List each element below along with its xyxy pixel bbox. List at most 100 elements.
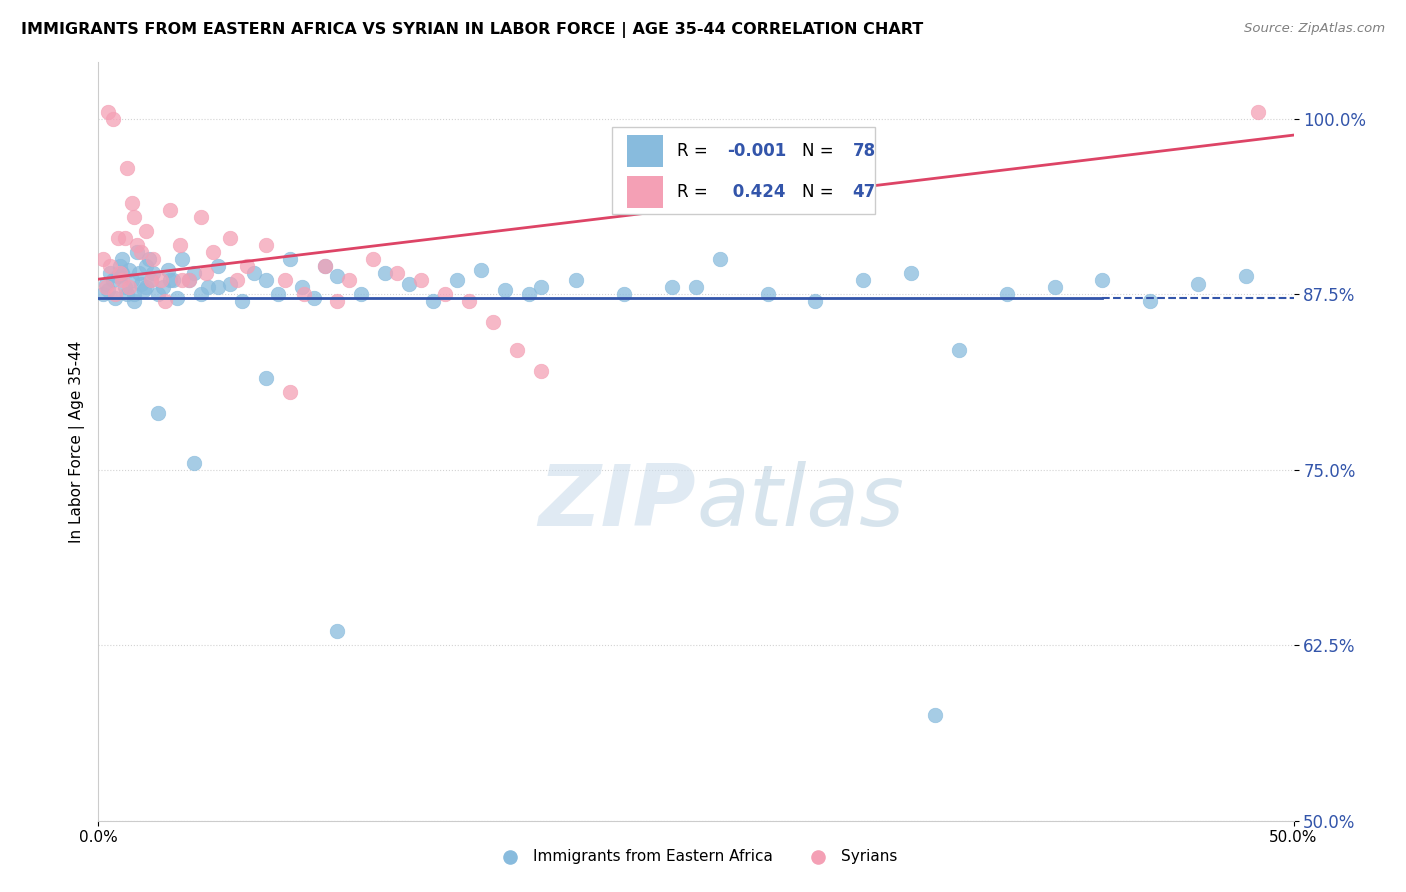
- Point: [132, 283, 155, 297]
- Point: [111, 252, 134, 266]
- Point: [374, 266, 396, 280]
- Point: [111, 266, 134, 280]
- Point: [138, 252, 160, 266]
- Point: [190, 287, 212, 301]
- Point: [142, 266, 165, 280]
- Point: [315, 259, 337, 273]
- Point: [135, 280, 157, 294]
- Point: [517, 287, 540, 301]
- Point: [118, 280, 141, 294]
- Point: [292, 287, 315, 301]
- Point: [128, 266, 150, 280]
- Point: [148, 287, 170, 301]
- Point: [219, 231, 242, 245]
- Point: [202, 244, 225, 259]
- Point: [278, 252, 301, 266]
- Point: [172, 252, 194, 266]
- Point: [183, 266, 205, 280]
- Point: [231, 294, 253, 309]
- Point: [124, 287, 146, 301]
- Point: [852, 273, 875, 287]
- Point: [350, 287, 373, 301]
- Point: [197, 280, 219, 294]
- Legend: Immigrants from Eastern Africa, Syrians: Immigrants from Eastern Africa, Syrians: [488, 843, 904, 870]
- Point: [804, 294, 827, 309]
- Point: [114, 231, 136, 245]
- Point: [159, 202, 181, 217]
- Point: [326, 294, 349, 309]
- Point: [219, 277, 242, 292]
- Point: [156, 263, 179, 277]
- Point: [118, 263, 141, 277]
- Point: [434, 287, 457, 301]
- Point: [613, 287, 636, 301]
- Point: [291, 280, 314, 294]
- Point: [661, 280, 683, 294]
- Point: [114, 280, 136, 294]
- Y-axis label: In Labor Force | Age 35-44: In Labor Force | Age 35-44: [69, 341, 84, 542]
- Text: 47: 47: [852, 183, 876, 202]
- Point: [254, 371, 277, 385]
- Point: [458, 294, 481, 309]
- Point: [226, 273, 249, 287]
- Point: [385, 266, 409, 280]
- Point: [115, 161, 138, 175]
- Point: [207, 259, 229, 273]
- Point: [207, 280, 229, 294]
- Point: [190, 210, 212, 224]
- Point: [274, 273, 297, 287]
- Point: [315, 259, 337, 273]
- Point: [97, 104, 120, 119]
- Point: [183, 456, 205, 470]
- Point: [108, 259, 131, 273]
- Point: [142, 252, 165, 266]
- Point: [166, 291, 188, 305]
- Point: [995, 287, 1018, 301]
- Point: [530, 280, 553, 294]
- Point: [506, 343, 529, 358]
- Point: [530, 364, 553, 378]
- Point: [169, 238, 191, 252]
- Point: [326, 268, 349, 283]
- Point: [94, 277, 117, 292]
- Point: [125, 238, 148, 252]
- FancyBboxPatch shape: [627, 136, 662, 167]
- Point: [111, 273, 134, 287]
- Point: [195, 266, 218, 280]
- Point: [172, 273, 194, 287]
- Point: [756, 287, 779, 301]
- Point: [179, 273, 201, 287]
- Point: [121, 195, 143, 210]
- Point: [1139, 294, 1161, 309]
- Point: [152, 280, 174, 294]
- Point: [98, 259, 122, 273]
- Point: [121, 273, 143, 287]
- Text: N =: N =: [803, 183, 839, 202]
- FancyBboxPatch shape: [613, 127, 876, 214]
- Point: [254, 238, 277, 252]
- Point: [162, 273, 184, 287]
- Text: N =: N =: [803, 143, 839, 161]
- Point: [124, 294, 146, 309]
- Point: [243, 266, 266, 280]
- Point: [139, 273, 162, 287]
- Text: R =: R =: [676, 143, 713, 161]
- Point: [155, 294, 177, 309]
- Point: [924, 708, 946, 723]
- Point: [107, 268, 129, 283]
- Point: [97, 283, 120, 297]
- Point: [98, 266, 122, 280]
- Point: [948, 343, 970, 358]
- Point: [91, 287, 114, 301]
- Point: [107, 231, 129, 245]
- Point: [139, 273, 162, 287]
- Point: [685, 280, 707, 294]
- Point: [1234, 268, 1257, 283]
- Point: [494, 283, 516, 297]
- Point: [1043, 280, 1066, 294]
- Point: [470, 263, 492, 277]
- Text: -0.001: -0.001: [727, 143, 786, 161]
- Text: Source: ZipAtlas.com: Source: ZipAtlas.com: [1244, 22, 1385, 36]
- Point: [101, 112, 124, 126]
- Point: [900, 266, 922, 280]
